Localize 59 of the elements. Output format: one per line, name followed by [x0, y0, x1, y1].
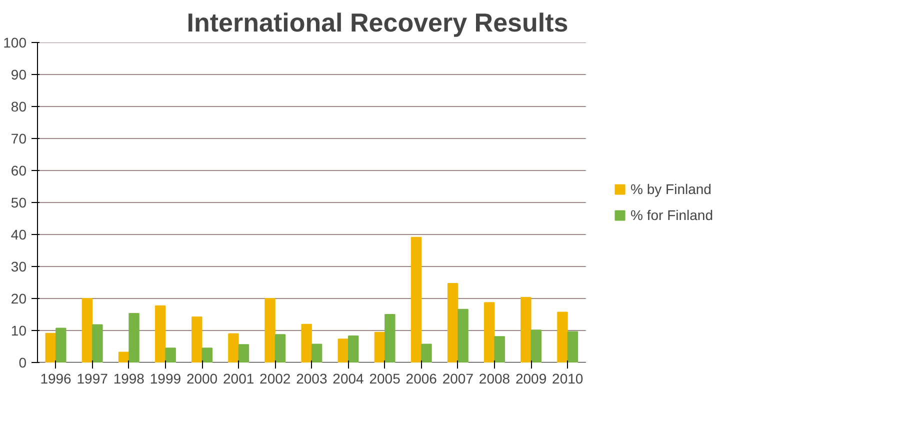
y-tick-label: 50	[10, 194, 27, 210]
x-tick-label: 2004	[332, 370, 364, 386]
x-tick-label: 2009	[515, 370, 547, 386]
x-tick-label: 1997	[76, 370, 108, 386]
y-tick-label: 20	[10, 290, 27, 306]
bar	[274, 334, 286, 362]
y-tick-label: 60	[10, 162, 27, 178]
y-tick-label: 10	[10, 322, 27, 338]
y-tick-label: 30	[10, 258, 27, 274]
y-tick-label: 100	[3, 34, 27, 50]
y-tick-label: 80	[10, 98, 27, 114]
x-tick-label: 2005	[369, 370, 401, 386]
bar	[384, 314, 396, 362]
bar	[264, 298, 276, 362]
bar	[338, 338, 348, 362]
x-tick-label: 2007	[442, 370, 474, 386]
bar	[128, 313, 140, 362]
y-tick-label: 40	[10, 226, 27, 242]
chart-title: International Recovery Results	[186, 8, 568, 38]
bar	[238, 344, 250, 362]
x-tick-label: 2006	[406, 370, 438, 386]
bar	[192, 316, 202, 362]
legend-label: % for Finland	[630, 207, 713, 223]
y-tick-label: 90	[10, 66, 27, 82]
bar	[348, 335, 359, 362]
bar	[557, 312, 568, 362]
bar	[154, 305, 166, 362]
y-tick-label: 70	[10, 130, 27, 146]
bar	[92, 324, 103, 362]
x-tick-label: 2008	[478, 370, 510, 386]
bar	[484, 302, 495, 362]
bar	[520, 297, 532, 362]
bar	[410, 236, 422, 362]
bar	[530, 330, 542, 362]
x-tick-label: 2001	[223, 370, 254, 386]
bar	[301, 324, 312, 362]
bar	[311, 344, 322, 362]
bar	[165, 348, 176, 362]
bar	[458, 308, 468, 362]
bar	[567, 331, 578, 362]
x-tick-label: 1998	[113, 370, 145, 386]
x-tick-label: 2002	[260, 370, 291, 386]
bar	[56, 328, 66, 362]
bar	[374, 332, 386, 362]
y-tick-label: 0	[18, 354, 27, 370]
bar	[421, 344, 432, 362]
legend-label: % by Finland	[630, 181, 712, 197]
x-tick-label: 1999	[150, 370, 182, 386]
bar	[228, 333, 239, 362]
x-tick-label: 2000	[186, 370, 218, 386]
bar	[202, 348, 212, 362]
bar	[45, 332, 56, 362]
bar	[82, 298, 93, 362]
bar	[494, 336, 505, 362]
x-tick-label: 2010	[552, 370, 584, 386]
bar	[118, 352, 130, 362]
x-tick-label: 1996	[40, 370, 72, 386]
x-tick-label: 2003	[296, 370, 328, 386]
bar	[447, 282, 458, 362]
